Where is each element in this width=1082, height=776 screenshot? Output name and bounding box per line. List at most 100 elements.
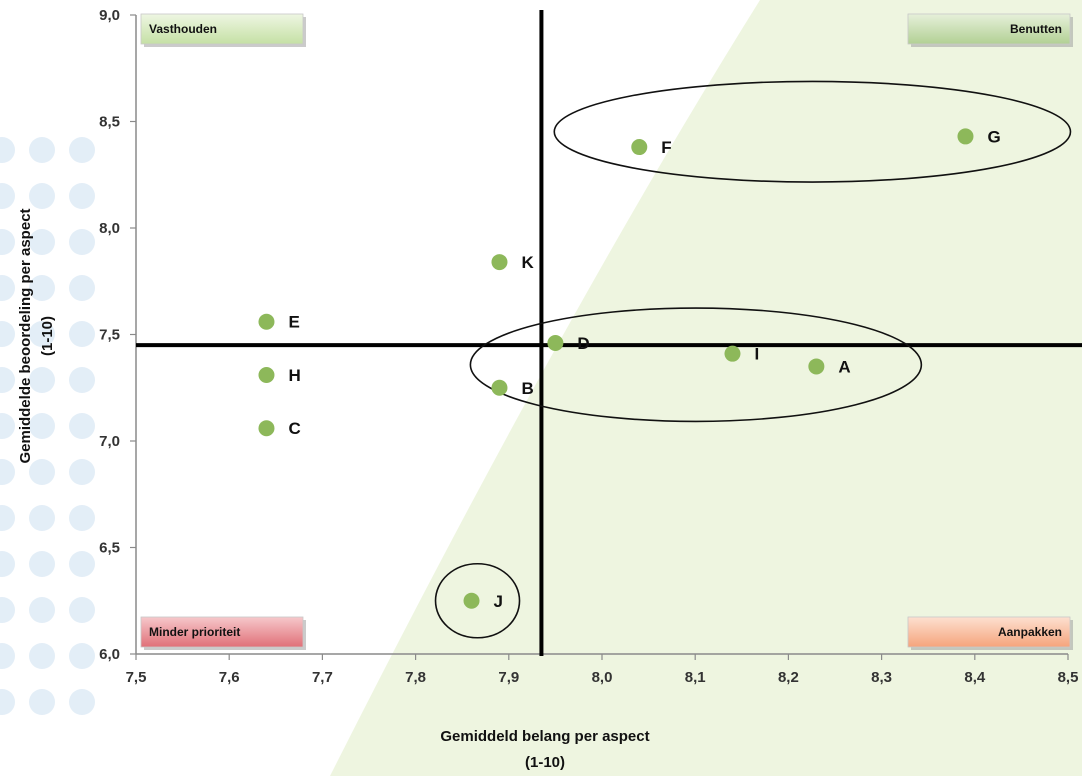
x-axis-title-unit: (1-10) xyxy=(525,754,565,771)
background-dot xyxy=(0,183,15,209)
point-label-j: J xyxy=(494,592,503,611)
y-tick-label: 8,0 xyxy=(99,220,120,237)
quadrant-box-aanpakken xyxy=(907,616,1071,648)
background-dot xyxy=(29,229,55,255)
point-label-b: B xyxy=(521,379,533,398)
background-dot xyxy=(29,597,55,623)
x-tick-label: 7,7 xyxy=(312,669,333,686)
point-label-k: K xyxy=(521,253,534,272)
background-dot xyxy=(0,321,15,347)
background-dot xyxy=(0,689,15,715)
background-dot xyxy=(0,643,15,669)
quadrant-box-minder-prioriteit xyxy=(140,616,304,648)
data-points: A B C D E F G H I J K xyxy=(258,127,1001,611)
background-dot xyxy=(69,321,95,347)
background-dot xyxy=(29,505,55,531)
background-dot xyxy=(29,275,55,301)
x-tick-label: 7,5 xyxy=(126,669,147,686)
x-axis-title: Gemiddeld belang per aspect xyxy=(440,728,649,745)
background-dot xyxy=(0,229,15,255)
y-tick-label: 7,0 xyxy=(99,433,120,450)
background-dot xyxy=(69,597,95,623)
background-dot xyxy=(29,183,55,209)
quadrant-labels: Vasthouden Benutten Minder prioriteit Aanpa… xyxy=(140,13,1073,650)
data-point-e xyxy=(258,313,275,330)
background-dot xyxy=(0,597,15,623)
background-dot xyxy=(0,367,15,393)
data-point-h xyxy=(258,366,275,383)
reference-lines xyxy=(136,10,1082,656)
data-point-i xyxy=(724,345,741,362)
point-label-h: H xyxy=(288,366,300,385)
data-point-d xyxy=(547,335,564,352)
y-tick-label: 6,0 xyxy=(99,646,120,663)
background-dot xyxy=(69,643,95,669)
point-label-a: A xyxy=(838,357,850,376)
background-dot xyxy=(29,367,55,393)
background-dot xyxy=(29,413,55,439)
quadrant-label-vasthouden: Vasthouden xyxy=(149,22,217,36)
background-dot xyxy=(69,505,95,531)
background-dot xyxy=(69,229,95,255)
y-tick-label: 8,5 xyxy=(99,114,120,131)
highlight-ellipse xyxy=(469,307,923,423)
x-axis-ticks: 7,5 7,6 7,7 7,8 7,9 8,0 8,1 8,2 8,3 8,4 8,5 xyxy=(126,654,1079,686)
y-tick-label: 9,0 xyxy=(99,7,120,24)
background-dot xyxy=(0,459,15,485)
x-tick-label: 7,8 xyxy=(405,669,426,686)
x-tick-label: 8,3 xyxy=(871,669,892,686)
quadrant-label-minder-prioriteit: Minder prioriteit xyxy=(149,625,240,639)
highlight-ellipses xyxy=(434,80,1072,639)
point-label-f: F xyxy=(661,138,671,157)
data-point-j xyxy=(463,592,480,609)
background-dot xyxy=(69,551,95,577)
x-tick-label: 8,2 xyxy=(778,669,799,686)
quadrant-box-benutten xyxy=(907,13,1071,45)
background-dot xyxy=(0,275,15,301)
background-dot xyxy=(69,275,95,301)
background-dot xyxy=(69,137,95,163)
background-dot xyxy=(69,689,95,715)
background-dot xyxy=(29,321,55,347)
background-dot xyxy=(0,505,15,531)
data-point-k xyxy=(491,254,508,271)
point-label-c: C xyxy=(288,419,300,438)
background-dot xyxy=(69,459,95,485)
point-label-d: D xyxy=(577,334,589,353)
x-tick-label: 7,6 xyxy=(219,669,240,686)
background-dot xyxy=(29,459,55,485)
point-label-i: I xyxy=(754,345,759,364)
data-point-g xyxy=(957,128,974,145)
point-label-e: E xyxy=(288,313,299,332)
x-tick-label: 8,0 xyxy=(592,669,613,686)
background-dot xyxy=(0,413,15,439)
quadrant-label-benutten: Benutten xyxy=(1010,22,1062,36)
x-tick-label: 8,1 xyxy=(685,669,706,686)
background-dot xyxy=(29,643,55,669)
background-dot xyxy=(69,367,95,393)
x-tick-label: 7,9 xyxy=(498,669,519,686)
y-axis-title: Gemiddelde beoordeling per aspect xyxy=(17,208,34,463)
background-dot xyxy=(69,183,95,209)
y-axis-ticks: 6,0 6,5 7,0 7,5 8,0 8,5 9,0 xyxy=(99,7,136,663)
background-dot xyxy=(69,413,95,439)
highlight-ellipse xyxy=(553,80,1072,183)
data-point-f xyxy=(631,139,648,156)
priority-shade-region xyxy=(330,0,1082,776)
quadrant-box-vasthouden xyxy=(140,13,304,45)
data-point-c xyxy=(258,420,275,437)
x-tick-label: 8,4 xyxy=(964,669,986,686)
background-dot xyxy=(29,551,55,577)
quadrant-label-aanpakken: Aanpakken xyxy=(998,625,1062,639)
x-tick-label: 8,5 xyxy=(1058,669,1079,686)
y-tick-label: 7,5 xyxy=(99,327,120,344)
y-axis-title-unit: (1-10) xyxy=(39,316,56,356)
background-dot xyxy=(29,137,55,163)
data-point-a xyxy=(808,358,825,375)
highlight-ellipse xyxy=(434,562,521,639)
point-label-g: G xyxy=(987,127,1000,146)
data-point-b xyxy=(491,379,508,396)
y-tick-label: 6,5 xyxy=(99,540,120,557)
background-dot xyxy=(0,137,15,163)
